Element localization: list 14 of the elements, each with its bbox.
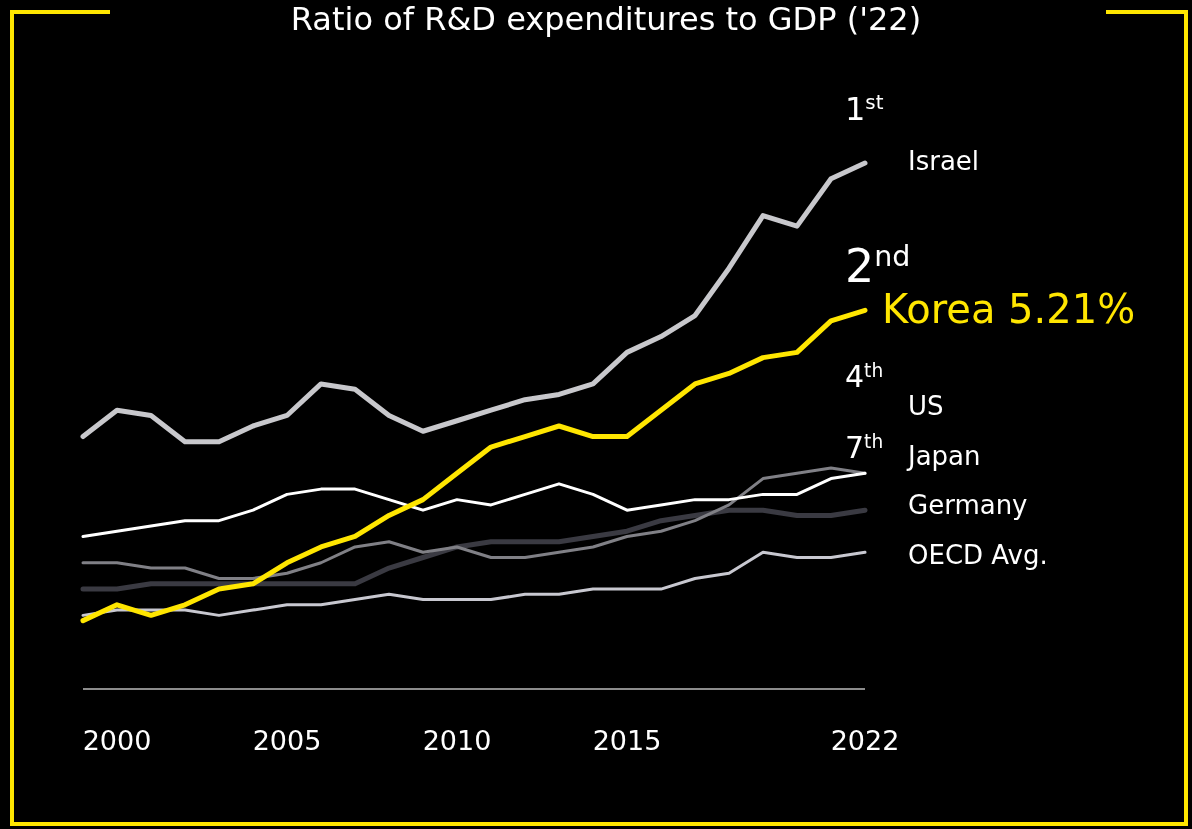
x-tick-label: 2000: [82, 725, 152, 756]
series-label: OECD Avg.: [908, 540, 1048, 570]
chart-title: Ratio of R&D expenditures to GDP ('22): [290, 0, 922, 38]
text: US: [908, 391, 944, 421]
series-label: Germany: [908, 490, 1028, 520]
x-tick-label: 2022: [830, 725, 900, 756]
annotation: 7$^{th}$: [845, 430, 884, 465]
series-label: Japan: [906, 441, 981, 471]
x-tick-label: 2005: [252, 725, 322, 756]
annotation: 4$^{th}$: [845, 359, 884, 394]
x-tick-label: 2015: [592, 725, 662, 756]
x-tick-label: 2010: [422, 725, 492, 756]
text: 1$^{st}$: [845, 90, 884, 128]
series-label: Israel: [908, 146, 980, 176]
